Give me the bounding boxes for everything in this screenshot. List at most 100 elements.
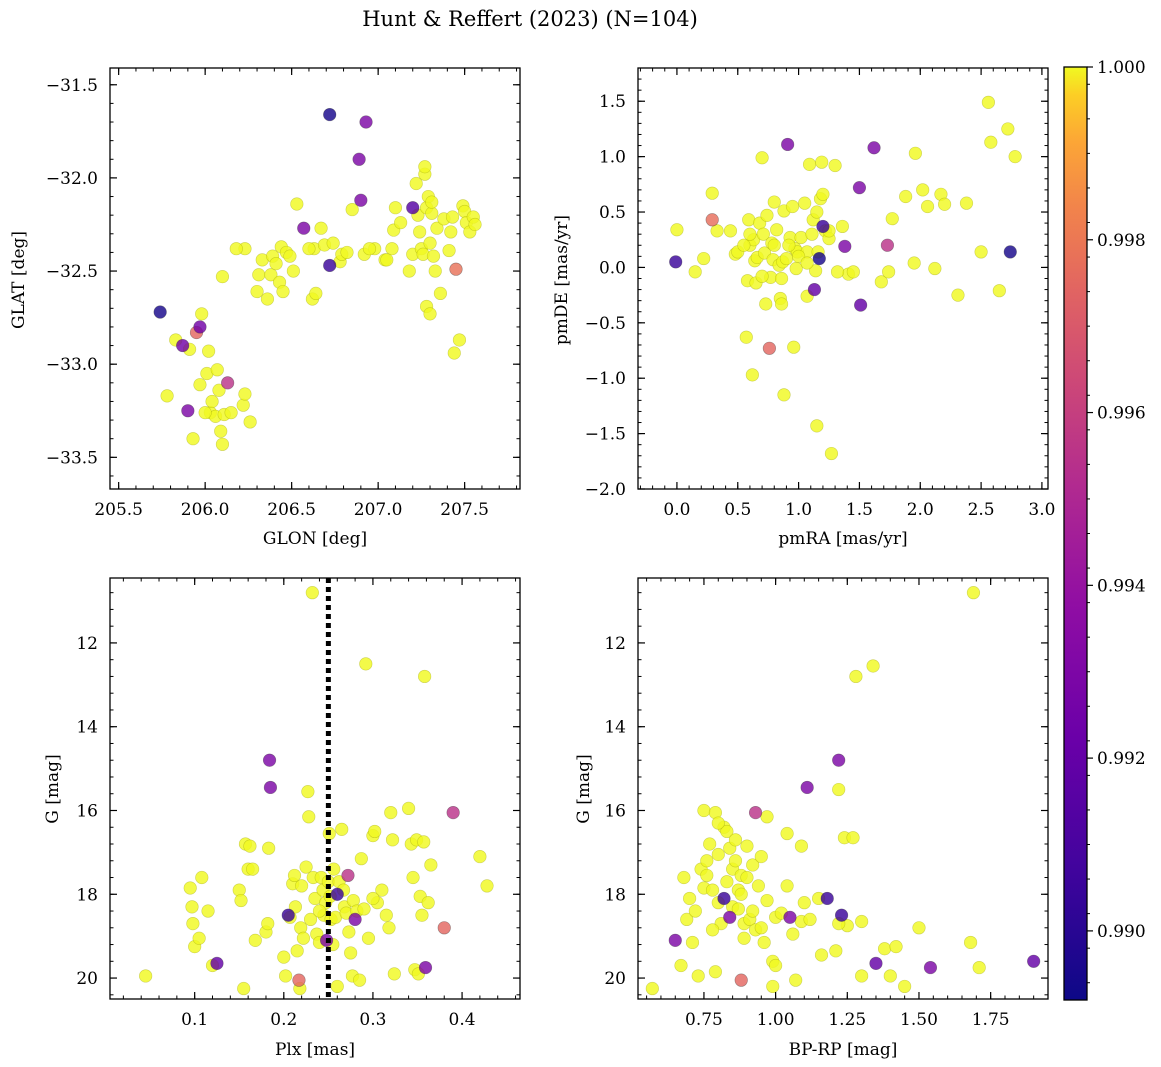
- plx-mag-point-37: [301, 785, 315, 799]
- proper-motion-y-axis-label: pmDE [mas/yr]: [552, 215, 572, 345]
- plx-mag-point-57: [330, 979, 344, 994]
- proper-motion-y-tick-label-6: −1.5: [585, 425, 626, 445]
- plx-mag-point-7: [201, 904, 215, 918]
- cmd-point-5: [685, 935, 700, 950]
- proper-motion-y-tick-label-2: 0.5: [599, 203, 626, 223]
- proper-motion-point-84: [981, 95, 995, 109]
- proper-motion-y-tick-label-0: 1.5: [599, 92, 626, 112]
- plx-mag-point-1: [183, 881, 197, 895]
- cmd-point-90: [711, 816, 725, 830]
- plx-mag-point-79: [379, 908, 393, 922]
- cmd-point-91: [754, 921, 768, 935]
- proper-motion-point-37: [781, 137, 795, 152]
- cmd-point-36: [740, 870, 754, 885]
- proper-motion-point-68: [867, 141, 881, 155]
- sky-y-tick-label-0: −31.5: [46, 76, 98, 96]
- cmd-point-6: [688, 904, 702, 918]
- plx-mag-y-tick-label-0: 12: [76, 634, 98, 654]
- colorbar-tick-label-5: 1.000: [1097, 58, 1146, 78]
- cmd-point-51: [780, 879, 794, 893]
- proper-motion-y-tick-label-4: −0.5: [585, 314, 626, 334]
- cmd-point-81: [963, 935, 978, 950]
- proper-motion-point-70: [880, 238, 895, 252]
- proper-motion-point-100: [743, 227, 757, 241]
- plx-mag-point-100: [480, 879, 494, 893]
- sky-point-23: [215, 270, 230, 284]
- sky-point-68: [409, 176, 423, 191]
- colorbar-gradient: [1064, 67, 1087, 1000]
- proper-motion-y-tick-label-3: 0.0: [599, 258, 626, 278]
- proper-motion-point-102: [810, 205, 824, 219]
- proper-motion-x-tick-label-4: 2.0: [907, 500, 934, 520]
- plx-mag-point-95: [421, 896, 435, 910]
- cmd-x-tick-label-3: 1.50: [900, 1010, 938, 1030]
- sky-point-79: [423, 307, 437, 321]
- proper-motion-x-tick-label-0: 0.0: [663, 500, 690, 520]
- cmd-point-83: [972, 960, 986, 975]
- sky-point-17: [212, 383, 226, 397]
- proper-motion-x-tick-label-3: 1.5: [846, 500, 873, 520]
- proper-motion-point-57: [816, 187, 830, 201]
- cmd-point-20: [717, 891, 731, 906]
- plx-mag-point-86: [406, 870, 420, 885]
- plx-mag-point-23: [277, 950, 291, 964]
- plx-mag-point-96: [424, 858, 438, 872]
- cmd-point-31: [734, 973, 748, 987]
- sky-point-48: [323, 258, 337, 273]
- plx-mag-point-25: [281, 908, 295, 922]
- cmd-point-82: [966, 586, 981, 600]
- proper-motion-point-97: [800, 256, 814, 270]
- proper-motion-point-39: [785, 199, 800, 214]
- plx-mag-point-3: [186, 916, 200, 931]
- proper-motion-point-20: [755, 151, 769, 165]
- plx-mag-point-17: [248, 933, 262, 947]
- proper-motion-point-40: [787, 340, 801, 354]
- plx-mag-point-2: [185, 900, 199, 914]
- cmd-point-69: [846, 831, 860, 845]
- sky-y-tick-label-3: −33.0: [46, 355, 98, 375]
- proper-motion-point-5: [705, 213, 719, 227]
- sky-point-65: [402, 264, 416, 278]
- proper-motion-point-81: [951, 288, 965, 302]
- sky-point-34: [269, 257, 283, 271]
- cmd-point-64: [832, 753, 846, 767]
- cmd-point-3: [677, 870, 691, 885]
- plx-mag-point-97: [437, 921, 451, 935]
- sky-point-90: [447, 346, 461, 360]
- proper-motion-point-98: [737, 238, 751, 252]
- proper-motion-point-94: [791, 249, 806, 263]
- cmd-point-72: [855, 969, 869, 983]
- cmd-y-tick-label-4: 20: [604, 969, 626, 989]
- cmd-point-76: [883, 969, 897, 983]
- proper-motion-point-67: [854, 298, 868, 312]
- cmd-point-77: [889, 940, 903, 954]
- cmd-point-58: [800, 780, 814, 795]
- colorbar-ticks: 0.990 0.992 0.994 0.996 0.998 1.000: [1087, 58, 1146, 984]
- cmd-x-axis-label: BP-RP [mag]: [789, 1040, 898, 1060]
- colorbar: 0.990 0.992 0.994 0.996 0.998 1.000: [1063, 58, 1146, 1001]
- proper-motion-x-tick-label-6: 3.0: [1028, 500, 1055, 520]
- plx-mag-y-tick-label-4: 20: [76, 969, 98, 989]
- plx-mag-y-tick-label-1: 14: [76, 718, 98, 738]
- cmd-point-74: [869, 956, 883, 970]
- plx-mag-point-101: [366, 891, 380, 906]
- plx-mag-x-tick-label-1: 0.2: [270, 1010, 297, 1030]
- proper-motion-point-12: [742, 213, 756, 227]
- cmd-point-66: [834, 908, 849, 922]
- proper-motion-point-76: [916, 183, 930, 197]
- proper-motion-point-1: [670, 223, 684, 237]
- proper-motion-point-62: [835, 219, 849, 234]
- proper-motion-point-36: [779, 251, 794, 266]
- plx-mag-point-36: [299, 860, 313, 874]
- sky-point-87: [442, 243, 456, 258]
- cmd-point-92: [769, 958, 783, 973]
- plx-mag-point-99: [473, 849, 487, 864]
- plx-mag-axes-border: [109, 577, 521, 1000]
- panel-plx-mag: 0.1 0.2 0.3 0.4 12 14 16 18 20 Plx [mas] G [mag]: [43, 577, 521, 1060]
- sky-x-tick-label-0: 205.5: [94, 500, 143, 520]
- plx-mag-point-81: [384, 805, 398, 820]
- sky-point-21: [221, 376, 235, 390]
- plx-mag-point-31: [292, 973, 306, 987]
- sky-point-56: [354, 193, 368, 207]
- cmd-point-12: [703, 837, 717, 851]
